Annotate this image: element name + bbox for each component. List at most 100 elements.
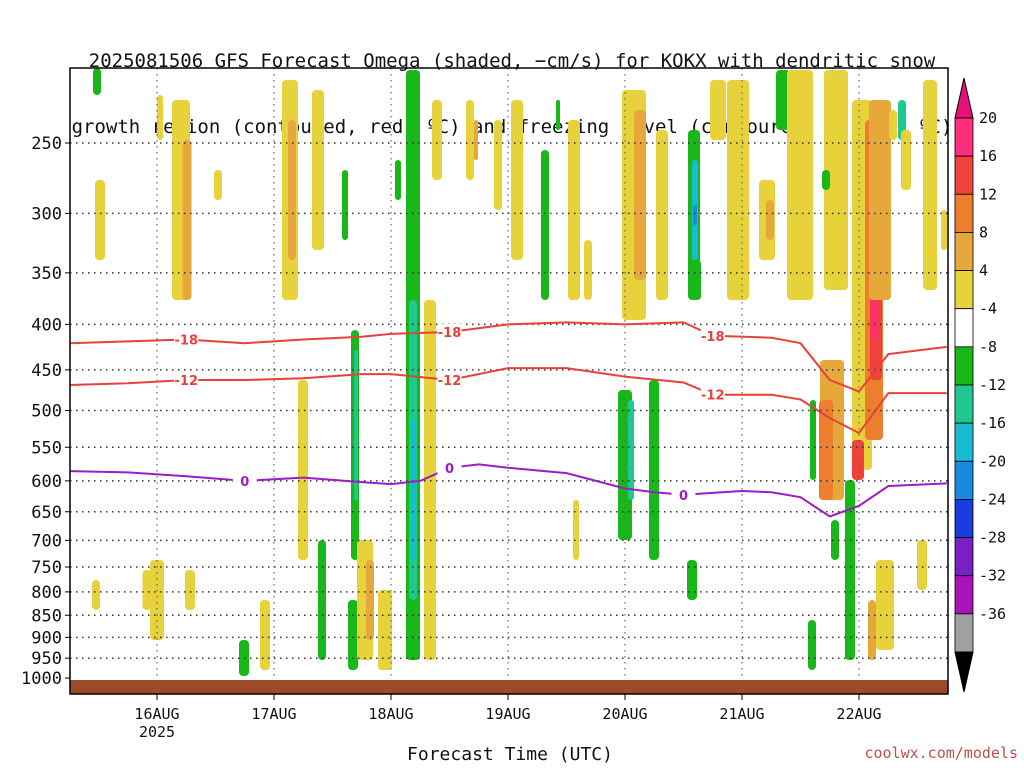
contour-label: -18 bbox=[438, 326, 462, 341]
colorbar-label: 20 bbox=[979, 109, 997, 127]
colorbar-label: -28 bbox=[979, 529, 1006, 547]
x-tick-label: 21AUG bbox=[719, 705, 764, 723]
y-tick-label: 550 bbox=[31, 438, 62, 458]
omega-cell bbox=[424, 300, 436, 660]
omega-cell bbox=[157, 95, 163, 140]
colorbar-swatch bbox=[954, 384, 974, 424]
omega-cell bbox=[845, 480, 855, 660]
plot-frame bbox=[69, 67, 949, 695]
colorbar-swatch bbox=[954, 270, 974, 310]
colorbar-label: -36 bbox=[979, 605, 1006, 623]
colorbar-label: 16 bbox=[979, 147, 997, 165]
colorbar-label: -12 bbox=[979, 376, 1006, 394]
contour-minus-18 bbox=[69, 321, 947, 393]
omega-cell bbox=[556, 100, 560, 130]
omega-cell bbox=[889, 110, 897, 140]
omega-cell bbox=[312, 90, 324, 250]
omega-cell bbox=[693, 205, 697, 225]
omega-cell bbox=[584, 240, 592, 300]
omega-cell bbox=[298, 380, 308, 560]
colorbar-label: -8 bbox=[979, 338, 997, 356]
omega-cell bbox=[819, 400, 833, 500]
x-tick-label: 18AUG bbox=[368, 705, 413, 723]
y-tick-label: 600 bbox=[31, 472, 62, 492]
omega-cell bbox=[411, 420, 415, 560]
colorbar-swatch bbox=[954, 613, 974, 653]
omega-cell bbox=[511, 100, 523, 260]
omega-cell bbox=[876, 560, 894, 650]
omega-cell bbox=[634, 110, 646, 280]
omega-cell bbox=[541, 150, 549, 300]
x-tick-label: 17AUG bbox=[251, 705, 296, 723]
y-tick-label: 450 bbox=[31, 361, 62, 381]
colorbar-label: -16 bbox=[979, 414, 1006, 432]
x-axis-label: Forecast Time (UTC) bbox=[407, 744, 613, 765]
omega-cell bbox=[822, 170, 830, 190]
omega-cell bbox=[710, 80, 726, 140]
omega-cell bbox=[868, 600, 876, 660]
omega-cell bbox=[342, 170, 348, 240]
colorbar-swatch bbox=[954, 346, 974, 386]
title-line-1: 2025081506 GFS Forecast Omega (shaded, −… bbox=[88, 50, 936, 72]
omega-cell bbox=[142, 570, 152, 610]
omega-cell bbox=[787, 70, 813, 300]
y-tick-label: 350 bbox=[31, 264, 62, 284]
omega-cell bbox=[901, 130, 911, 190]
y-tick-label: 850 bbox=[31, 606, 62, 626]
y-tick-label: 950 bbox=[31, 649, 62, 669]
omega-cell bbox=[628, 400, 634, 500]
omega-cell bbox=[693, 260, 701, 300]
omega-cell bbox=[378, 590, 392, 670]
x-tick-label: 22AUG bbox=[836, 705, 881, 723]
omega-cell bbox=[766, 200, 774, 240]
y-tick-label: 800 bbox=[31, 583, 62, 603]
colorbar-swatch bbox=[954, 499, 974, 538]
colorbar-swatch bbox=[954, 193, 974, 233]
colorbar-swatch bbox=[954, 117, 974, 157]
colorbar-label: -24 bbox=[979, 490, 1006, 508]
colorbar-swatch bbox=[954, 460, 974, 500]
colorbar-swatch bbox=[954, 308, 974, 348]
y-tick-label: 300 bbox=[31, 204, 62, 224]
omega-cell bbox=[185, 570, 195, 610]
omega-cell bbox=[93, 68, 101, 95]
contour-label: -12 bbox=[701, 389, 725, 404]
omega-cell bbox=[573, 500, 579, 560]
omega-cell bbox=[474, 120, 478, 160]
colorbar-top-arrow bbox=[954, 77, 974, 119]
omega-cell bbox=[831, 520, 839, 560]
omega-shading bbox=[92, 68, 947, 676]
omega-cell bbox=[92, 580, 100, 610]
y-tick-label: 1000 bbox=[21, 669, 62, 689]
omega-cell bbox=[366, 560, 374, 640]
omega-cell bbox=[776, 70, 790, 130]
colorbar-label: 4 bbox=[979, 262, 988, 280]
y-tick-label: 650 bbox=[31, 503, 62, 523]
omega-cell bbox=[568, 120, 580, 300]
contour-label: -12 bbox=[175, 374, 199, 389]
contour-0 bbox=[69, 463, 947, 518]
omega-cell bbox=[214, 170, 222, 200]
omega-cell bbox=[182, 140, 192, 300]
omega-cell bbox=[395, 160, 401, 200]
omega-cell bbox=[808, 620, 816, 670]
colorbar-swatch bbox=[954, 232, 974, 271]
colorbar-bottom-arrow bbox=[954, 651, 974, 693]
colorbar: 20 16 12 8 4 -4 -8 -12 -16 -20 -24 -28 -32 -36 bbox=[954, 77, 1006, 693]
omega-cell bbox=[432, 100, 442, 180]
omega-cell bbox=[917, 540, 927, 590]
omega-cell bbox=[466, 100, 474, 180]
x-tick-sublabel: 2025 bbox=[139, 723, 175, 741]
omega-cell bbox=[656, 130, 668, 300]
omega-cell bbox=[810, 400, 816, 480]
colorbar-label: 12 bbox=[979, 185, 997, 203]
omega-cell bbox=[260, 600, 270, 670]
colorbar-label: 8 bbox=[979, 223, 988, 241]
y-tick-label: 400 bbox=[31, 315, 62, 335]
colorbar-swatch bbox=[954, 422, 974, 462]
omega-cell bbox=[318, 540, 326, 660]
y-tick-label: 500 bbox=[31, 402, 62, 422]
omega-cell bbox=[687, 560, 697, 600]
ground bbox=[70, 680, 948, 694]
